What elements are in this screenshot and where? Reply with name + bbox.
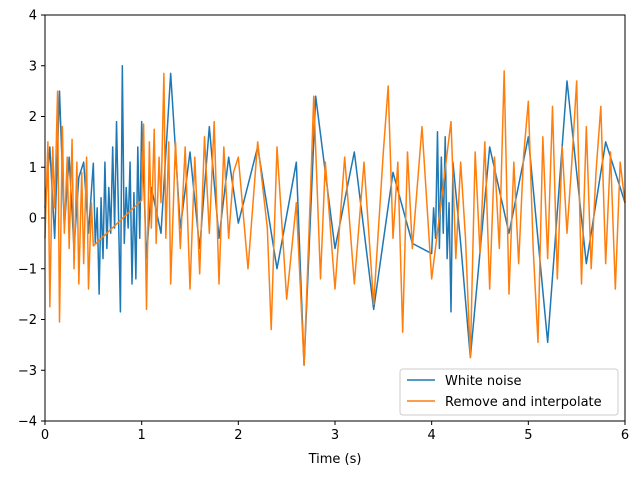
- x-tick-label: 2: [234, 428, 242, 443]
- y-tick-label: 1: [29, 161, 37, 176]
- x-tick-label: 1: [138, 428, 146, 443]
- x-axis-ticks: 0 1 2 3 4 5 6: [41, 421, 629, 443]
- x-axis-label: Time (s): [308, 452, 362, 467]
- y-tick-label: 2: [29, 110, 37, 125]
- x-tick-label: 4: [428, 428, 436, 443]
- y-tick-label: 4: [29, 9, 37, 24]
- x-tick-label: 5: [524, 428, 532, 443]
- legend-label-remove-and-interpolate: Remove and interpolate: [445, 395, 602, 410]
- legend-label-white-noise: White noise: [445, 374, 522, 389]
- legend-box: [399, 368, 619, 416]
- y-tick-label: 3: [29, 59, 37, 74]
- series-line-remove-and-interpolate: [44, 70, 626, 366]
- y-tick-label: −2: [18, 313, 37, 328]
- series-line-white-noise: [44, 65, 626, 366]
- y-tick-label: −4: [18, 415, 37, 430]
- y-tick-label: −1: [18, 262, 37, 277]
- x-tick-label: 3: [331, 428, 339, 443]
- y-axis-ticks: −4 −3 −2 −1 0 1 2 3 4: [18, 9, 45, 430]
- x-tick-label: 0: [41, 428, 49, 443]
- legend: White noise Remove and interpolate: [399, 368, 619, 416]
- x-tick-label: 6: [621, 428, 629, 443]
- y-tick-label: 0: [29, 212, 37, 227]
- y-tick-label: −3: [18, 364, 37, 379]
- series-layer: [44, 65, 626, 366]
